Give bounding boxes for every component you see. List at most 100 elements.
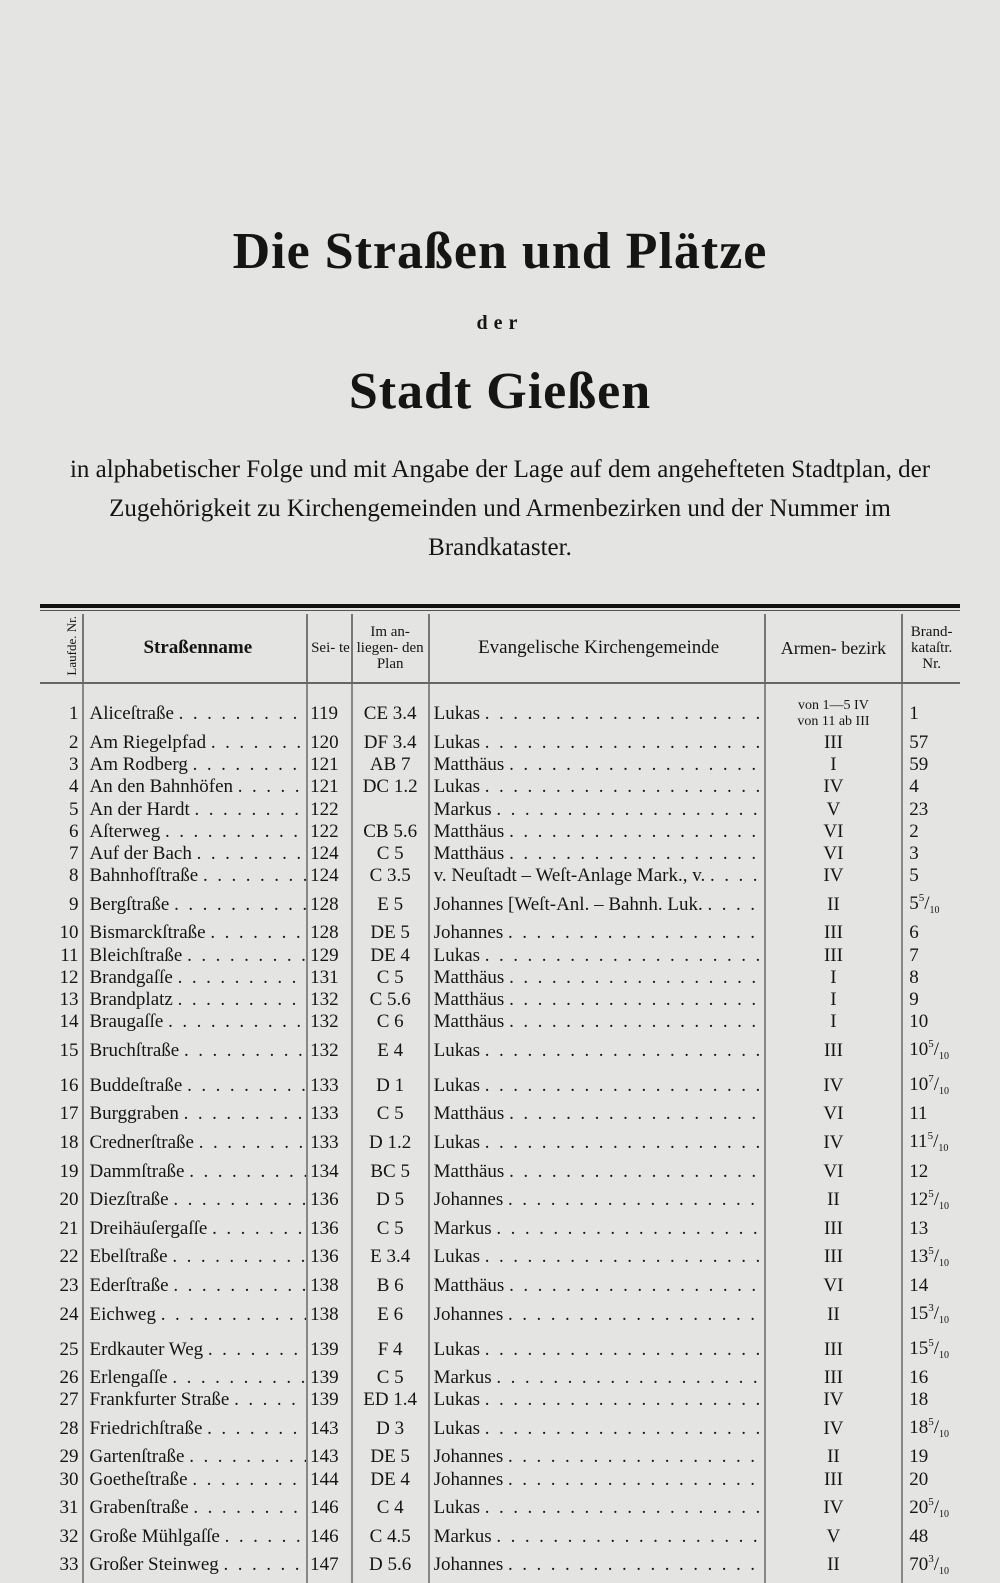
header-brand: Brand- kataſtr. Nr. — [901, 614, 960, 684]
street-name: Crednerſtraße — [89, 1131, 194, 1153]
dot-leader — [705, 865, 763, 887]
top-rule-thin — [40, 610, 960, 611]
parish-cell: Lukas — [427, 1125, 765, 1161]
row-number: 7 — [69, 843, 79, 865]
street-name: Goetheſtraße — [89, 1468, 188, 1490]
street-name-cell: Crednerſtraße — [81, 1125, 308, 1161]
street-name-cell: Diezſtraße — [81, 1182, 308, 1218]
poor-district: VI — [763, 1274, 903, 1297]
intro-text: in alphabetischer Folge und mit Angabe d… — [69, 456, 931, 561]
street-name-cell: Erdkauter Weg — [81, 1332, 308, 1367]
brand-fraction-numerator: 5 — [928, 1038, 934, 1051]
dot-leader — [189, 1497, 307, 1519]
parish: Lukas — [433, 1338, 481, 1360]
row-number: 9 — [69, 893, 79, 915]
fire-register-number: 5 — [909, 893, 919, 915]
dot-leader — [163, 1011, 306, 1033]
page-number: 128 — [306, 887, 352, 923]
fire-register-number: 18 — [909, 1417, 929, 1439]
parish-cell: Matthäus — [427, 988, 765, 1012]
poor-district: III — [763, 1239, 903, 1275]
parish-cell: Lukas — [427, 776, 765, 799]
fire-register-cell: 59 — [901, 754, 960, 777]
parish-cell: Matthäus — [427, 820, 765, 843]
dot-leader — [504, 1103, 763, 1125]
poor-district: II — [763, 1297, 903, 1332]
fire-register-number: 3 — [909, 843, 919, 865]
parish-cell: Markus — [427, 1367, 765, 1390]
page-number: 134 — [306, 1160, 352, 1183]
page-number: 143 — [306, 1411, 352, 1447]
parish: Johannes [Weſt-Anl. – Bahnh. Luk. — [433, 893, 703, 915]
poor-district: III — [763, 732, 903, 755]
street-name-cell: Dreihäuſergaſſe — [81, 1217, 308, 1240]
header-seite: Sei- te — [306, 614, 352, 684]
dot-leader — [207, 1218, 306, 1240]
brand-fraction-numerator: 5 — [927, 1130, 934, 1143]
parish: Matthäus — [433, 966, 505, 988]
street-name-cell: Buddeſtraße — [81, 1068, 308, 1104]
plan-grid: B 6 — [350, 1274, 429, 1297]
brand-fraction-numerator: 3 — [928, 1552, 934, 1565]
poor-district: IV — [763, 1125, 903, 1161]
street-name-cell: Ederſtraße — [81, 1274, 308, 1297]
poor-district: IV — [763, 1389, 903, 1412]
parish: Matthäus — [433, 1274, 505, 1296]
parish: Markus — [433, 798, 492, 820]
dot-leader — [480, 703, 764, 725]
page-number: 129 — [306, 944, 352, 967]
street-name-cell: Bergſtraße — [81, 887, 308, 923]
poor-district: II — [763, 1547, 903, 1583]
fire-register-number: 1 — [909, 703, 919, 724]
fire-register-cell: 185/10 — [901, 1411, 960, 1447]
page-number: 131 — [306, 966, 352, 989]
plan-grid: C 5 — [350, 1217, 429, 1240]
poor-district: IV — [763, 1490, 903, 1526]
parish-cell: Johannes — [427, 1446, 765, 1469]
brand-fraction-denominator: 10 — [938, 1143, 949, 1155]
parish-cell: Markus — [427, 798, 765, 821]
page-number: 136 — [306, 1239, 352, 1275]
street-name: Eichweg — [89, 1303, 156, 1325]
street-name-cell: Dammſtraße — [81, 1160, 308, 1183]
dot-leader — [188, 1469, 307, 1491]
fire-register-number: 16 — [909, 1367, 929, 1389]
poor-district: V — [763, 1525, 903, 1548]
parish: Lukas — [433, 776, 481, 798]
parish: Matthäus — [433, 1160, 505, 1182]
plan-grid: D 3 — [350, 1411, 429, 1447]
plan-grid: DF 3.4 — [350, 732, 429, 755]
fire-register-cell: 155/10 — [901, 1332, 960, 1367]
brand-fraction-numerator: 5 — [928, 1244, 934, 1257]
parish: Johannes — [433, 922, 504, 944]
dot-leader — [492, 1218, 764, 1240]
dot-leader — [504, 989, 763, 1011]
fire-register-cell: 18 — [901, 1389, 960, 1412]
fire-register-cell: 23 — [901, 798, 960, 821]
parish-cell: Lukas — [427, 1068, 765, 1104]
dot-leader — [194, 1132, 306, 1154]
row-number: 29 — [59, 1446, 79, 1468]
fire-register-number: 10 — [909, 1011, 929, 1033]
fire-register-cell: 6 — [901, 922, 960, 945]
parish-cell: Johannes — [427, 1468, 765, 1491]
row-number: 15 — [59, 1039, 79, 1061]
plan-grid: D 5 — [350, 1182, 429, 1218]
page-number: 133 — [306, 1068, 352, 1104]
page-number: 133 — [306, 1125, 352, 1161]
dot-leader — [480, 1132, 764, 1154]
brand-fraction-numerator: 3 — [928, 1302, 934, 1314]
poor-district: VI — [763, 820, 903, 843]
dot-leader — [480, 1418, 764, 1440]
top-rule — [40, 604, 960, 608]
fire-register-number: 7 — [909, 944, 919, 966]
row-number: 1 — [69, 703, 79, 724]
street-name: Erlengaſſe — [89, 1367, 168, 1389]
poor-district: IV — [763, 1068, 903, 1104]
